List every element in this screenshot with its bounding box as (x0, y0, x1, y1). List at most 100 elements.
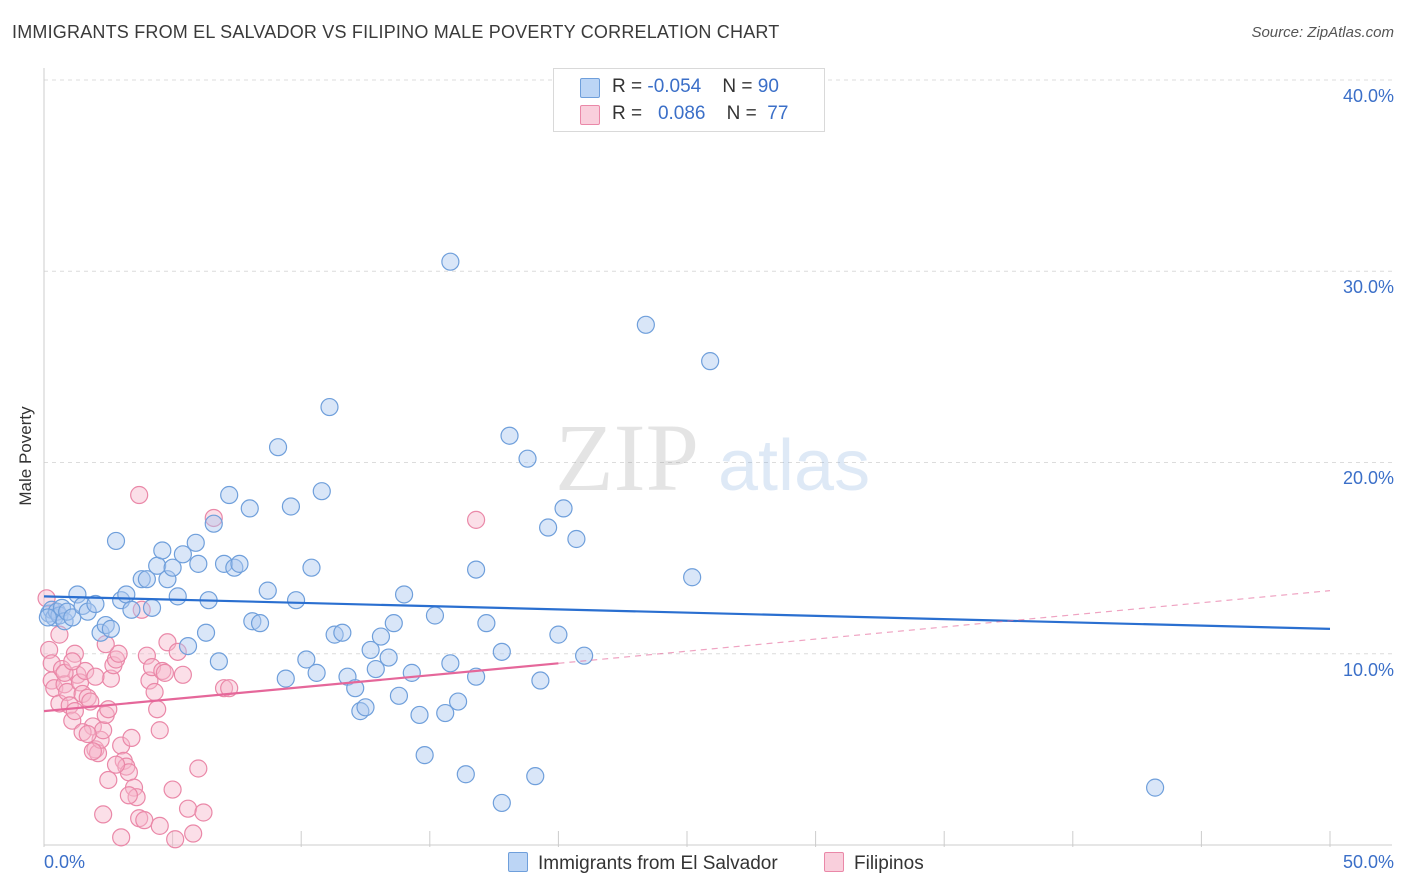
x-tick-label: 0.0% (44, 852, 86, 872)
el-salvador-point (539, 518, 558, 537)
filipinos-trend-line (43, 662, 559, 713)
chart-title: IMMIGRANTS FROM EL SALVADOR VS FILIPINO … (12, 22, 780, 42)
el-salvador-point (448, 692, 468, 711)
el-salvador-point (425, 606, 445, 625)
el-salvador-point (526, 767, 545, 786)
el-salvador-point (142, 598, 162, 617)
legend-n-value: 90 (757, 76, 779, 97)
filipinos-points (37, 485, 486, 849)
el-salvador-point (492, 642, 511, 661)
filipinos-point (145, 682, 164, 702)
el-salvador-point (68, 585, 87, 604)
bottom-legend-swatch-blue (508, 852, 528, 872)
filipinos-point (166, 830, 185, 849)
filipinos-point (122, 728, 141, 748)
el-salvador-point (346, 679, 365, 698)
el-salvador-point (158, 570, 177, 589)
el-salvador-point (477, 614, 496, 633)
el-salvador-point (683, 568, 702, 587)
watermark-atlas: atlas (718, 426, 870, 506)
el-salvador-point (466, 560, 486, 579)
el-salvador-point (106, 531, 126, 551)
el-salvador-point (366, 659, 385, 679)
el-salvador-point (333, 623, 352, 642)
el-salvador-point (204, 514, 223, 533)
el-salvador-point (402, 663, 421, 682)
el-salvador-point (163, 558, 182, 577)
el-salvador-point (436, 703, 455, 723)
filipinos-point (50, 625, 69, 644)
y-tick-label: 20.0% (1342, 468, 1394, 488)
legend-n-label: N = (726, 103, 762, 124)
filipinos-point (137, 646, 156, 665)
filipinos-point (148, 700, 167, 719)
el-salvador-point (456, 765, 475, 784)
filipinos-point (214, 679, 234, 698)
filipinos-point (63, 652, 82, 671)
el-salvador-point (196, 623, 216, 642)
el-salvador-point (268, 438, 288, 457)
y-tick-label: 30.0% (1342, 277, 1394, 297)
el-salvador-point (518, 449, 537, 468)
el-salvador-point (189, 554, 208, 573)
el-salvador-point (276, 669, 295, 688)
el-salvador-point (320, 397, 339, 417)
el-salvador-point (531, 671, 550, 690)
filipinos-point (153, 661, 172, 681)
filipinos-point (204, 508, 223, 528)
correlation-legend: R = -0.054 N = 90 R = 0.086 N = 77 (553, 68, 825, 132)
el-salvador-point (1146, 778, 1165, 797)
filipinos-point (150, 816, 169, 835)
el-salvador-point (209, 652, 228, 671)
filipinos-point (178, 799, 198, 818)
el-salvador-point (636, 315, 655, 334)
el-salvador-point (86, 594, 105, 614)
filipinos-point (168, 642, 187, 661)
filipinos-point (99, 700, 118, 719)
el-salvador-point (384, 614, 403, 633)
el-salvador-point (312, 482, 331, 501)
el-salvador-point (394, 585, 414, 604)
grid-lines (44, 79, 1392, 655)
el-salvador-point (302, 558, 321, 577)
el-salvador-point (122, 600, 141, 619)
filipinos-point (106, 755, 126, 774)
filipinos-point (189, 759, 208, 778)
filipinos-point (112, 736, 131, 755)
el-salvador-point (281, 497, 301, 516)
x-tick-label: 50.0% (1342, 852, 1394, 872)
el-salvador-point (38, 608, 57, 627)
el-salvador-point (307, 663, 326, 682)
trend-lines (43, 590, 1331, 713)
el-salvador-point (492, 793, 511, 813)
el-salvador-point (153, 541, 172, 560)
filipinos-point (155, 663, 174, 682)
el-salvador-point (297, 650, 316, 669)
bottom-legend-label: Filipinos (854, 853, 924, 874)
filipinos-point (163, 780, 182, 799)
legend-r-value: 0.086 (657, 103, 706, 124)
legend-r-label: R = (612, 76, 648, 97)
el-salvador-point (78, 602, 97, 621)
el-salvador-point (356, 698, 375, 717)
filipinos-point (83, 742, 102, 761)
el-salvador-point (389, 686, 409, 705)
filipinos-point (130, 485, 149, 505)
el-salvador-point (371, 627, 391, 646)
y-tick-label: 10.0% (1342, 660, 1394, 680)
bottom-legend-el-salvador: Immigrants from El Salvador (508, 852, 778, 875)
el-salvador-point (554, 499, 573, 518)
el-salvador-trend-line (43, 595, 1331, 630)
el-salvador-point (258, 581, 277, 600)
filipinos-point (184, 824, 203, 843)
filipinos-point (173, 665, 192, 684)
filipinos-point (94, 721, 113, 740)
filipinos-point (119, 786, 138, 805)
legend-r-value: -0.054 (647, 76, 702, 97)
el-salvador-point (441, 654, 460, 673)
axes (43, 68, 1392, 847)
filipinos-point (78, 724, 97, 744)
el-salvador-point (379, 648, 398, 667)
el-salvador-point (137, 570, 156, 589)
